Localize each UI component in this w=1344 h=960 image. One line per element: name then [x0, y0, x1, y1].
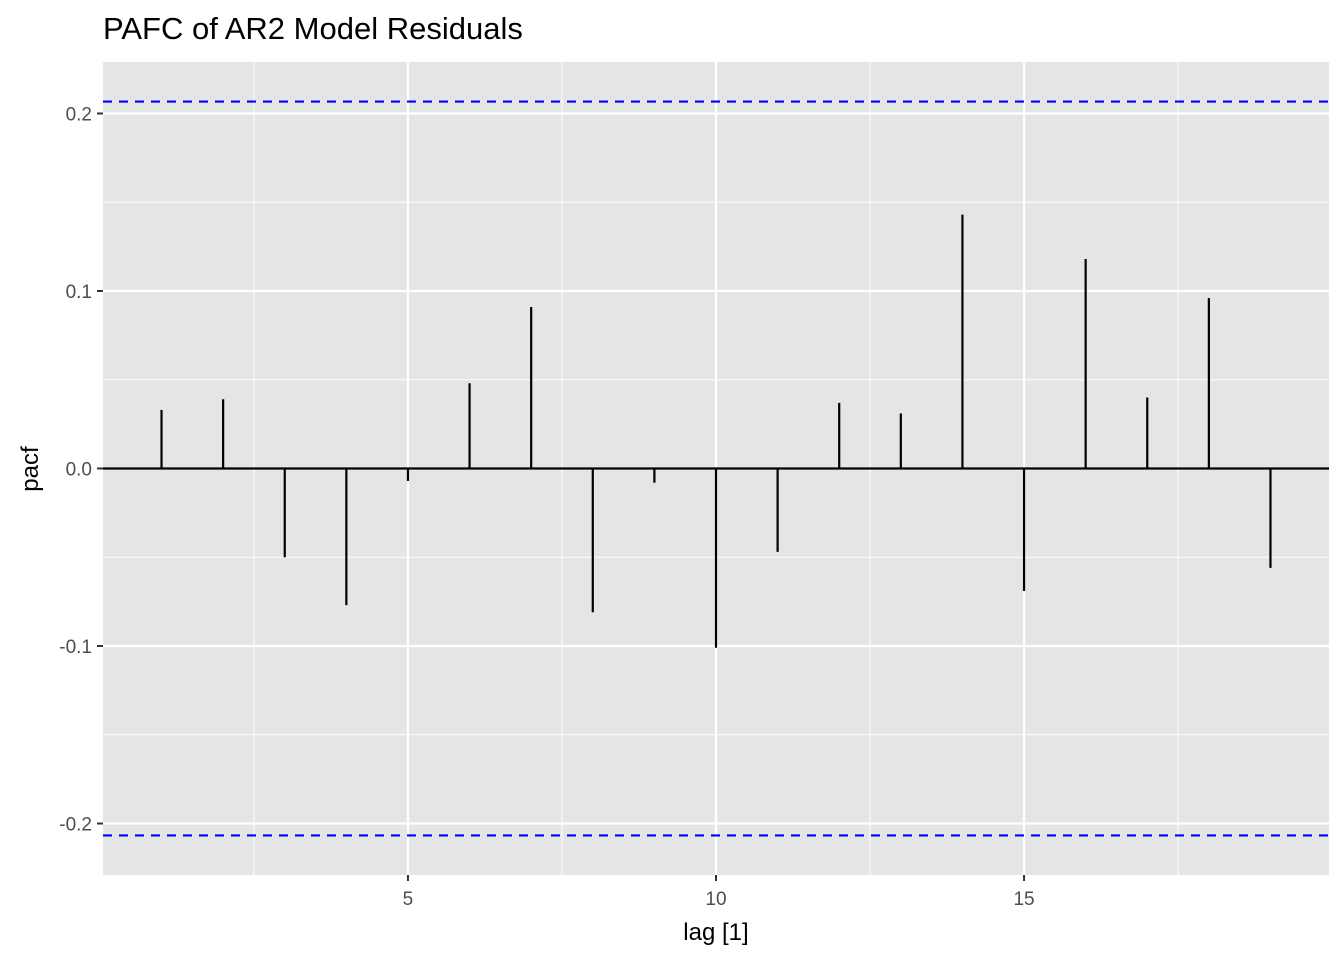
y-tick-label: 0.1 — [66, 282, 92, 303]
y-tick-label: 0.2 — [66, 104, 92, 125]
x-tick-label: 10 — [705, 889, 726, 910]
confidence-bounds — [103, 100, 1329, 837]
y-tick-label: -0.1 — [59, 637, 92, 658]
x-axis-title: lag [1] — [683, 919, 748, 946]
y-axis: -0.2 -0.1 0.0 0.1 0.2 — [59, 104, 103, 836]
x-tick-label: 5 — [403, 889, 414, 910]
y-tick-label: -0.2 — [59, 815, 92, 836]
x-tick-label: 15 — [1013, 889, 1034, 910]
x-axis: 5 10 15 — [403, 875, 1035, 910]
y-tick-label: 0.0 — [66, 460, 92, 481]
y-axis-title: pacf — [17, 446, 44, 492]
pacf-spikes — [160, 214, 1272, 648]
chart-title: PAFC of AR2 Model Residuals — [103, 11, 523, 46]
